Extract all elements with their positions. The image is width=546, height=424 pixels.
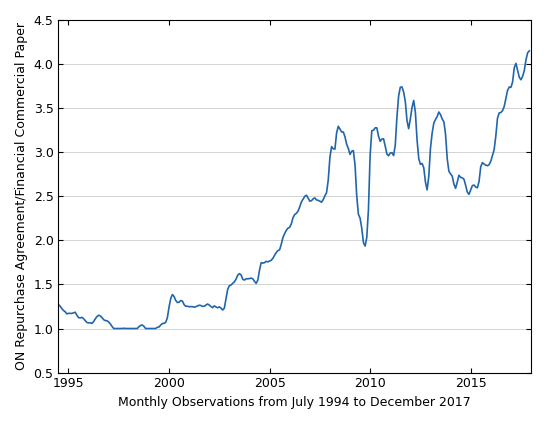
X-axis label: Monthly Observations from July 1994 to December 2017: Monthly Observations from July 1994 to D…	[118, 396, 471, 409]
Y-axis label: ON Repurchase Agreement/Financial Commercial Paper: ON Repurchase Agreement/Financial Commer…	[15, 22, 28, 370]
